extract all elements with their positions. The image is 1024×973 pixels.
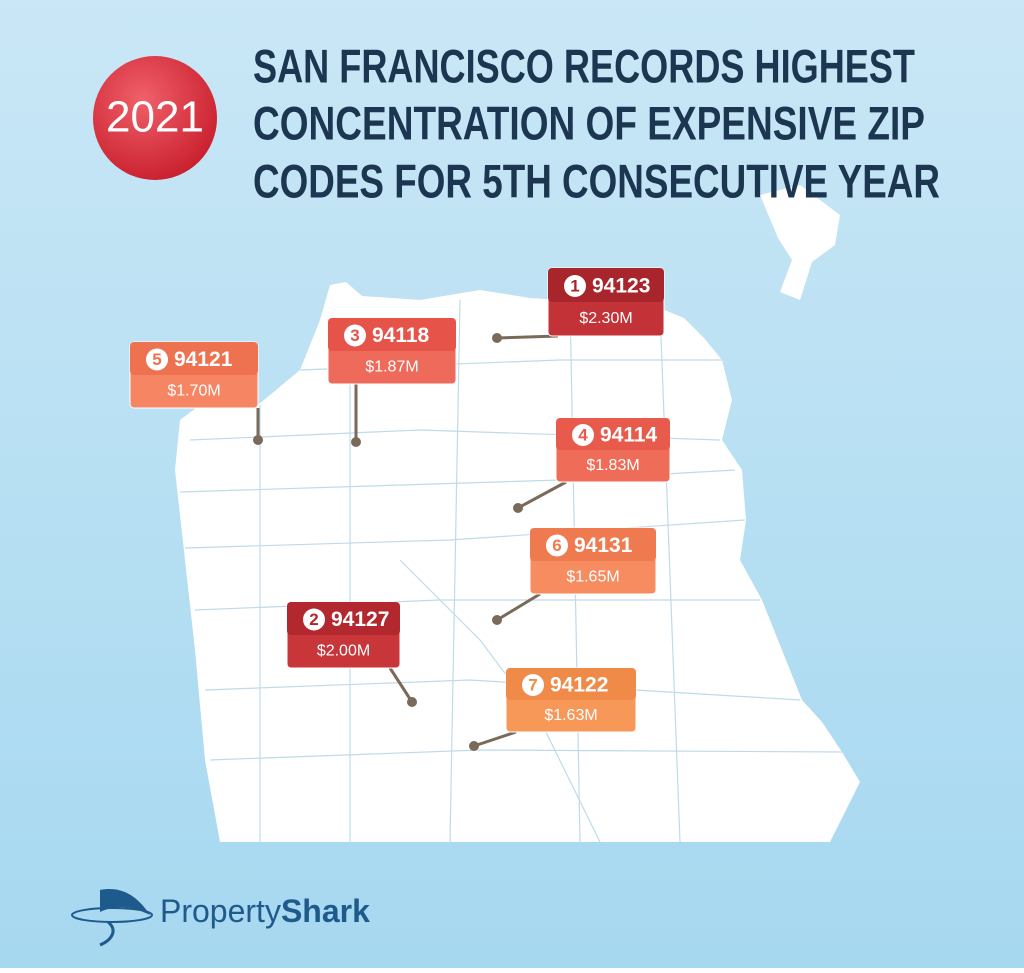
brand-first: Property [160,893,281,929]
leader-line [388,667,414,703]
rank: 1 [570,276,579,295]
rank-circle [303,608,325,631]
brand: PropertyShark [160,893,370,929]
map [175,185,860,843]
year-badge [93,56,217,180]
logo: PropertyShark [71,889,370,947]
zip-code: 94118 [372,324,430,347]
logo-tail [99,920,115,947]
zip-code: 94127 [331,608,389,631]
leader-dot [469,741,479,751]
year: 2021 [106,93,204,142]
median-price: $1.63M [544,707,597,724]
zip-code: 94123 [592,275,650,298]
title-line: CONCENTRATION OF EXPENSIVE ZIP [253,96,925,149]
logo-fin [100,889,150,915]
median-price: $1.70M [167,383,220,400]
rank: 3 [350,326,359,345]
leader-dot [253,435,263,445]
rank-circle [564,275,586,297]
median-price: $1.83M [586,457,639,474]
leader-dot [492,333,502,343]
median-price: $1.65M [566,569,619,586]
callout: 7 94122 $1.63M [469,667,637,751]
callout: 5 94121 $1.70M [129,341,263,445]
zip-code: 94122 [550,674,608,697]
callout: 1 94123 $2.30M [492,267,665,343]
median-price: $1.87M [365,359,418,376]
leader-line [517,480,567,510]
callout: 6 94131 $1.65M [492,527,657,625]
zip-code: 94114 [600,424,658,447]
brand-second: Shark [281,893,370,929]
title-line: SAN FRANCISCO RECORDS HIGHEST [253,39,915,92]
rank-circle [572,424,594,446]
rank-circle [546,534,568,557]
callout: 3 94118 $1.87M [327,317,457,447]
leader-line [473,730,517,748]
rank-circle [522,674,544,696]
rank-circle [344,324,366,347]
leader-dot [492,615,502,625]
rank-circle [146,348,168,371]
city-outline [175,282,860,842]
rank: 2 [309,610,318,629]
median-price: $2.00M [317,643,370,660]
zip-code: 94131 [574,534,633,557]
rank: 6 [552,536,561,555]
leader-dot [351,437,361,447]
leader-dot [407,697,417,707]
median-price: $2.30M [579,310,632,327]
callout: 2 94127 $2.00M [286,601,417,707]
rank: 7 [528,675,537,694]
leader-line [496,592,541,622]
title-line: CODES FOR 5TH CONSECUTIVE YEAR [253,154,940,207]
logo-swirl [71,907,153,923]
zip-code: 94121 [174,348,233,371]
rank: 4 [578,425,588,444]
rank: 5 [152,350,161,369]
leader-line [496,334,559,340]
island [760,185,840,300]
leader-dot [513,503,523,513]
callout: 4 94114 $1.83M [513,417,671,513]
